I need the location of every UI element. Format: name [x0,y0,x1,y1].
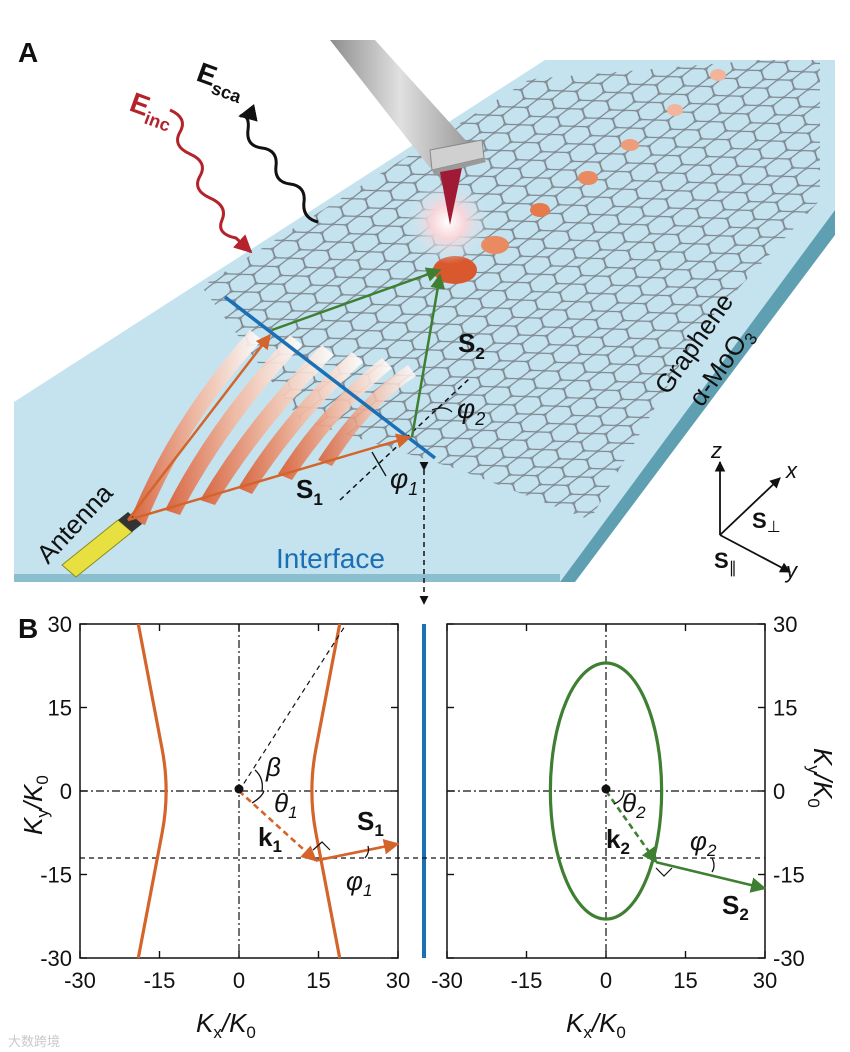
panel-b-label: B [18,613,38,644]
beta-dashed-line [238,625,346,792]
left-hyperbola-curves [136,623,342,959]
x-tick-label: -30 [431,968,463,993]
phi2-arc [711,857,715,873]
e-inc-wave [169,108,253,254]
vector-k1 [238,790,318,862]
x-tick-label: -15 [144,968,176,993]
vector-S1 [315,839,400,862]
s1-b-label: S1 [357,806,384,840]
x-tick-label: 0 [600,968,612,993]
ray-s1 [127,433,412,522]
right-origin-dot [601,784,611,794]
watermark: 大数跨境 [8,1034,60,1049]
theta1-arc [251,790,265,804]
left-right-angle [312,841,331,851]
left-origin-dot [234,784,244,794]
theta2-arc [613,790,625,805]
s1-label: S1 [296,474,323,509]
right-y-axis-title: Ky/K0 [804,748,838,808]
phi2-label: φ2 [457,393,485,429]
beta-arc [254,769,263,792]
x-tick-label: 30 [753,968,777,993]
right-vectors [604,790,767,893]
y-tick-label-right: 30 [773,612,797,637]
x-tick-label: 15 [673,968,697,993]
axis-z-label: z [710,438,722,463]
interface-normal-dashed [339,377,471,501]
left-vectors [238,790,400,862]
panel-a: A Einc Esca S2 S1 φ2 φ1 Graphene α-MoO3 … [14,37,835,605]
k1-label: k1 [258,822,282,856]
s-par-label: S∥ [714,548,737,577]
angle-arc-phi2 [431,407,453,413]
y-tick-label-right: -30 [773,946,805,971]
curve-branch-1 [310,623,342,959]
right-x-axis-title: Kx/K0 [566,1008,626,1042]
s2-label: S2 [458,328,485,363]
phi1-arc [364,845,370,859]
y-tick-label: -30 [40,946,72,971]
substrate-edge [560,210,835,582]
y-tick-label: -15 [40,863,72,888]
y-tick-label-right: 0 [773,779,785,804]
curve-branch-0 [136,623,168,959]
theta1-label: θ1 [274,788,298,822]
y-tick-label: 0 [60,779,72,804]
axis-y-label: y [784,558,799,583]
left-y-axis-title: Ky/K0 [18,775,52,835]
x-tick-label: -30 [64,968,96,993]
afm-tip [330,40,486,225]
x-tick-label: 15 [306,968,330,993]
right-ellipse-curve [548,661,664,921]
ray-upper-green [271,267,442,332]
y-tick-label: 15 [48,696,72,721]
k2-label: k2 [606,824,630,858]
theta2-label: θ2 [622,788,646,822]
ray-upper [127,333,271,521]
substrate-front-edge [14,574,560,582]
antenna [61,512,142,578]
left-x-axis-title: Kx/K0 [196,1008,256,1042]
x-tick-label: 30 [386,968,410,993]
x-tick-label: -15 [511,968,543,993]
coordinate-axes [714,460,791,573]
e-sca-wave [238,104,319,224]
phi1-label: φ1 [390,463,418,499]
right-right-angle [655,867,673,877]
ray-s2 [410,273,446,438]
angle-arc-phi1 [371,451,387,477]
interface-label: Interface [276,543,385,574]
interface-line [223,295,437,460]
beta-label: β [265,752,281,782]
y-tick-label-right: -15 [773,863,805,888]
panel-a-label: A [18,37,38,68]
s2-b-label: S2 [722,890,749,924]
vector-k2 [604,790,658,864]
s-perp-label: S⊥ [752,508,781,536]
y-tick-label-right: 15 [773,696,797,721]
phi2-b-label: φ2 [690,826,717,860]
y-tick-label: 30 [48,612,72,637]
tip-glow [406,180,490,264]
phi1-b-label: φ1 [346,866,372,900]
x-tick-label: 0 [233,968,245,993]
e-sca-label: Esca [191,57,250,108]
curve-ellipse [548,661,664,921]
vector-S2 [656,860,767,893]
axis-x-label: x [785,458,798,483]
